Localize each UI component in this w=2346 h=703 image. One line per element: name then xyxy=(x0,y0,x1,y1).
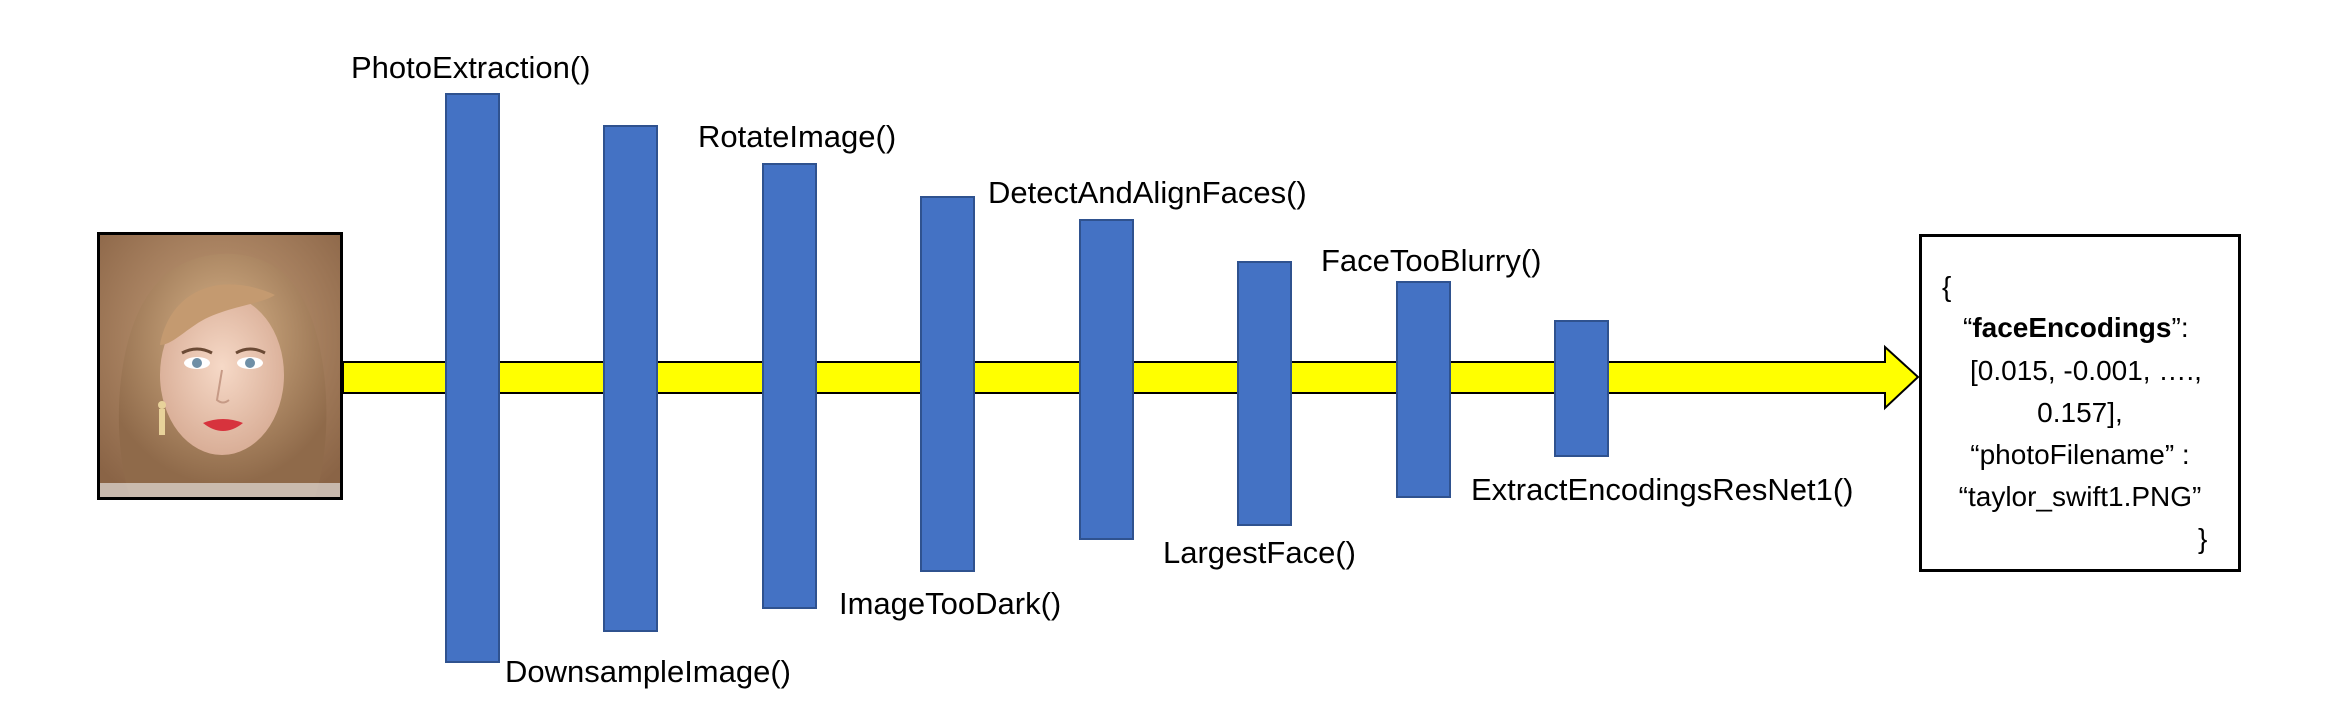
output-face-encodings-key-line: “faceEncodings”: xyxy=(1963,314,2189,342)
stage-bar-detect-and-align-faces xyxy=(1079,219,1134,540)
output-json-box: { “faceEncodings”: [0.015, -0.001, …., 0… xyxy=(1919,234,2241,572)
stage-bar-downsample-image xyxy=(603,125,658,632)
output-face-encodings-close-quote: ”: xyxy=(2171,312,2189,343)
input-face-photo xyxy=(97,232,343,500)
stage-label-extract-encodings-resnet1: ExtractEncodingsResNet1() xyxy=(1471,472,1854,507)
output-face-encodings-open-quote: “ xyxy=(1963,312,1973,343)
stage-label-detect-and-align-faces: DetectAndAlignFaces() xyxy=(988,175,1307,210)
stage-bar-face-too-blurry xyxy=(1396,281,1451,498)
output-close-brace: } xyxy=(2198,523,2208,554)
output-face-encodings-key: faceEncodings xyxy=(1972,312,2172,343)
stage-bar-largest-face xyxy=(1237,261,1292,526)
stage-label-largest-face: LargestFace() xyxy=(1163,535,1356,570)
output-face-encodings-values-line1: [0.015, -0.001, …., xyxy=(1970,355,2202,386)
stage-label-face-too-blurry: FaceTooBlurry() xyxy=(1321,243,1542,278)
output-photo-filename-value: “taylor_swift1.PNG” xyxy=(1958,481,2202,512)
stage-label-photo-extraction: PhotoExtraction() xyxy=(351,50,591,85)
portrait-image xyxy=(100,235,340,497)
stage-bar-photo-extraction xyxy=(445,93,500,663)
stage-label-rotate-image: RotateImage() xyxy=(698,119,897,154)
stage-bar-image-too-dark xyxy=(920,196,975,572)
output-face-encodings-values-line2: 0.157], xyxy=(2037,397,2123,428)
stage-bar-rotate-image xyxy=(762,163,817,609)
stage-label-downsample-image: DownsampleImage() xyxy=(505,654,791,689)
stage-bar-extract-encodings-resnet1 xyxy=(1554,320,1609,457)
output-photo-filename-key: “photoFilename” : xyxy=(1970,439,2190,470)
output-open-brace: { xyxy=(1942,271,1952,302)
stage-label-image-too-dark: ImageTooDark() xyxy=(839,586,1062,621)
